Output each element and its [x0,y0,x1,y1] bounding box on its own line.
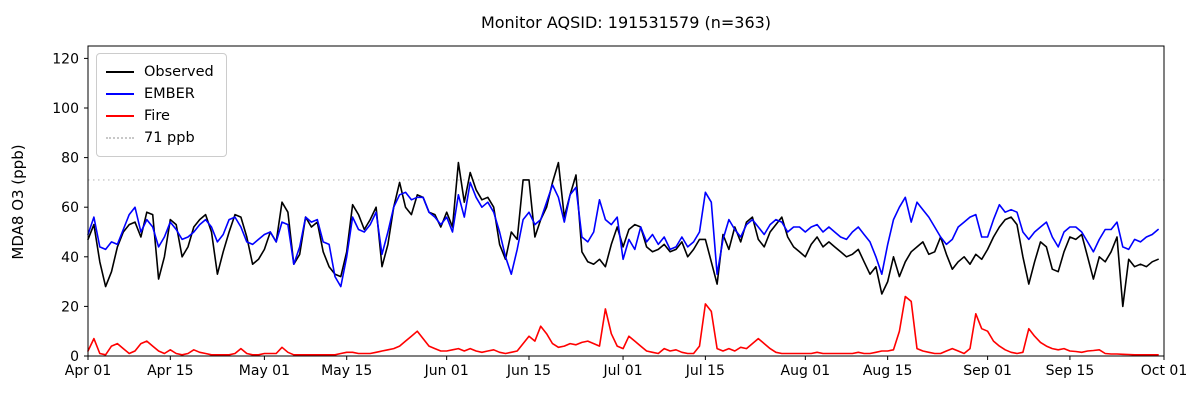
fire-legend-swatch-icon [106,115,134,117]
71-ppb-legend-swatch-icon [106,137,134,139]
y-tick-label: 100 [52,101,79,117]
legend-label: Observed [144,64,214,80]
y-tick-label: 20 [61,299,79,315]
legend-label: Fire [144,108,170,124]
x-tick-label: Jul 01 [602,363,642,379]
legend-item: Observed [106,61,214,83]
axes-frame [87,45,1165,357]
x-tick-label: Sep 01 [963,363,1012,379]
legend-item: 71 ppb [106,127,214,149]
y-tick-label: 0 [70,349,79,365]
legend-label: 71 ppb [144,130,195,146]
legend-item: EMBER [106,83,214,105]
x-tick-label: Aug 15 [863,363,913,379]
observed-legend-swatch-icon [106,71,134,73]
legend-item: Fire [106,105,214,127]
x-tick-label: Apr 01 [65,363,111,379]
x-tick-label: Sep 15 [1046,363,1095,379]
fire-line [87,295,1159,356]
observed-line [87,161,1159,308]
x-tick-label: Jun 01 [424,363,469,379]
legend-label: EMBER [144,86,195,102]
x-tick-label: Apr 15 [147,363,193,379]
legend: Observed EMBER Fire 71 ppb [96,53,227,157]
y-tick-label: 40 [61,250,79,266]
ember-legend-swatch-icon [106,93,134,95]
x-tick-label: May 15 [321,363,372,379]
x-tick-label: Aug 01 [781,363,831,379]
x-tick-label: May 01 [239,363,290,379]
ember-line [87,181,1159,288]
x-tick-label: Jul 15 [685,363,725,379]
x-tick-label: Jun 15 [506,363,551,379]
y-tick-label: 60 [61,200,79,216]
chart-title: Monitor AQSID: 191531579 (n=363) [480,13,772,32]
y-tick-label: 80 [61,151,79,167]
x-tick-label: Oct 01 [1141,363,1187,379]
y-tick-label: 120 [52,51,79,67]
